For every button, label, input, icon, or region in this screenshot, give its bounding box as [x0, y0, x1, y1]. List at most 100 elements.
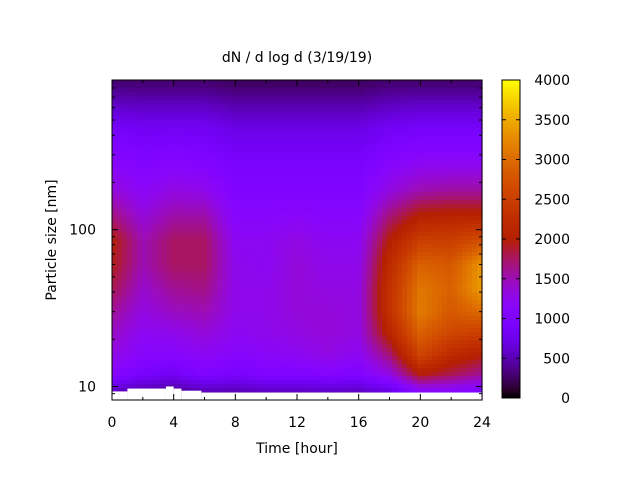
- heatmap-cell: [217, 292, 223, 297]
- heatmap-cell: [257, 84, 263, 89]
- heatmap-cell: [327, 184, 333, 189]
- heatmap-cell: [137, 324, 143, 329]
- heatmap-cell: [152, 356, 158, 361]
- heatmap-cell: [222, 144, 228, 149]
- heatmap-cell: [357, 240, 363, 245]
- heatmap-cell: [412, 312, 418, 317]
- heatmap-cell: [242, 240, 248, 245]
- heatmap-cell: [127, 212, 133, 217]
- heatmap-cell: [112, 236, 118, 241]
- heatmap-cell: [367, 328, 373, 333]
- heatmap-cell: [397, 276, 403, 281]
- heatmap-cell: [232, 128, 238, 133]
- heatmap-cell: [117, 252, 123, 257]
- heatmap-cell: [397, 80, 403, 85]
- heatmap-cell: [367, 296, 373, 301]
- heatmap-cell: [307, 168, 313, 173]
- heatmap-cell: [377, 300, 383, 305]
- heatmap-cell: [332, 316, 338, 321]
- heatmap-cell: [162, 348, 168, 353]
- heatmap-cell: [267, 236, 273, 241]
- heatmap-cell: [277, 312, 283, 317]
- heatmap-cell: [372, 200, 378, 205]
- heatmap-cell: [332, 268, 338, 273]
- heatmap-cell: [302, 152, 308, 157]
- heatmap-cell: [227, 200, 233, 205]
- heatmap-cell: [187, 252, 193, 257]
- heatmap-cell: [237, 132, 243, 137]
- heatmap-cell: [247, 360, 253, 365]
- heatmap-cell: [142, 240, 148, 245]
- heatmap-cell: [167, 364, 173, 369]
- heatmap-cell: [162, 88, 168, 93]
- heatmap-cell: [227, 316, 233, 321]
- heatmap-cell: [122, 148, 128, 153]
- heatmap-cell: [332, 364, 338, 369]
- heatmap-cell: [122, 264, 128, 269]
- heatmap-cell: [292, 168, 298, 173]
- heatmap-cell: [352, 352, 358, 357]
- heatmap-cell: [382, 368, 388, 373]
- heatmap-cell: [122, 352, 128, 357]
- heatmap-cell: [237, 232, 243, 237]
- heatmap-cell: [157, 324, 163, 329]
- heatmap-cell: [232, 84, 238, 89]
- heatmap-cell: [327, 156, 333, 161]
- heatmap-cell: [167, 244, 173, 249]
- heatmap-cell: [362, 356, 368, 361]
- heatmap-cell: [152, 304, 158, 309]
- heatmap-cell: [377, 268, 383, 273]
- heatmap-cell: [402, 188, 408, 193]
- heatmap-cell: [132, 344, 138, 349]
- heatmap-cell: [192, 284, 198, 289]
- heatmap-cell: [177, 364, 183, 369]
- heatmap-cell: [187, 216, 193, 221]
- heatmap-cell: [367, 128, 373, 133]
- heatmap-cell: [222, 276, 228, 281]
- heatmap-cell: [397, 312, 403, 317]
- heatmap-cell: [237, 148, 243, 153]
- heatmap-cell: [232, 328, 238, 333]
- heatmap-cell: [277, 140, 283, 145]
- heatmap-cell: [147, 172, 153, 177]
- heatmap-cell: [142, 372, 148, 377]
- heatmap-cell: [162, 220, 168, 225]
- heatmap-cell: [362, 148, 368, 153]
- heatmap-cell: [147, 356, 153, 361]
- heatmap-cell: [352, 332, 358, 337]
- heatmap-cell: [317, 240, 323, 245]
- heatmap-cell: [212, 284, 218, 289]
- heatmap-cell: [352, 124, 358, 129]
- heatmap-cell: [142, 292, 148, 297]
- heatmap-cell: [312, 356, 318, 361]
- heatmap-cell: [162, 184, 168, 189]
- heatmap-cell: [122, 100, 128, 105]
- heatmap-cell: [312, 192, 318, 197]
- heatmap-cell: [282, 80, 288, 85]
- heatmap-cell: [147, 204, 153, 209]
- heatmap-cell: [147, 344, 153, 349]
- heatmap-cell: [187, 196, 193, 201]
- heatmap-cell: [357, 380, 363, 385]
- heatmap-cell: [327, 240, 333, 245]
- heatmap-cell: [292, 84, 298, 89]
- heatmap-cell: [272, 304, 278, 309]
- heatmap-cell: [122, 360, 128, 365]
- heatmap-cell: [392, 192, 398, 197]
- heatmap-cell: [412, 212, 418, 217]
- heatmap-cell: [362, 340, 368, 345]
- heatmap-cell: [322, 228, 328, 233]
- heatmap-cell: [367, 360, 373, 365]
- heatmap-cell: [232, 164, 238, 169]
- heatmap-cell: [237, 340, 243, 345]
- heatmap-cell: [232, 188, 238, 193]
- heatmap-cell: [222, 256, 228, 261]
- heatmap-cell: [242, 252, 248, 257]
- heatmap-cell: [247, 260, 253, 265]
- heatmap-cell: [182, 372, 188, 377]
- heatmap-cell: [117, 108, 123, 113]
- heatmap-cell: [257, 272, 263, 277]
- heatmap-cell: [317, 272, 323, 277]
- heatmap-cell: [112, 128, 118, 133]
- heatmap-cell: [227, 360, 233, 365]
